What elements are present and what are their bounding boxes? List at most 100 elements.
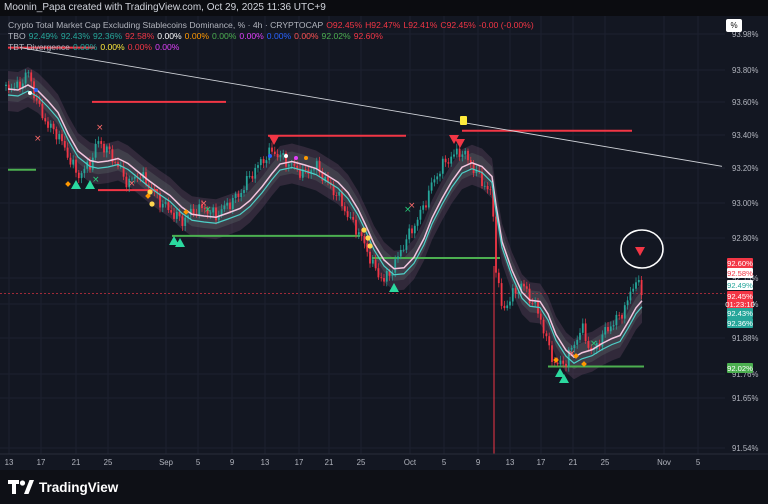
percent-scale-button[interactable]: % [726,19,742,32]
price-tick: 91.76% [732,370,759,379]
candle-body [562,360,565,364]
candle-body [111,149,114,163]
candle-body [352,216,355,220]
candle-body [47,121,49,128]
candle-body [178,211,181,217]
legend-value: 92.36% [92,31,123,41]
candle-body [220,209,223,216]
candle-body [615,314,618,326]
candle-body [542,319,545,334]
candle-body [187,215,189,218]
candle-body [355,219,357,235]
candle-body [33,81,35,99]
candle-body [444,158,447,163]
candle-body [66,147,69,158]
price-label: 92.49% [727,281,753,290]
legend-value: 0.00% [72,42,98,52]
legend-value: 92.49% [28,31,58,41]
candle-body [35,98,38,101]
cross-marker: × [96,123,104,133]
tradingview-brand: TradingView [8,478,118,496]
candle-body [212,207,215,213]
candle-body [492,190,495,217]
candle-body [170,210,173,213]
cross-marker: × [204,205,212,215]
candle-body [464,150,467,155]
candle-body [612,325,615,327]
price-label-box [727,363,753,373]
candle-body [472,164,475,174]
candle-body [63,141,66,148]
candle-body [416,219,419,226]
time-axis[interactable]: 13 17 21 25 Sep 5 9 13 17 21 25 Oct 5 9 13 17 21 25 Nov 5 [0,453,768,470]
signal-dot [294,156,298,160]
cross-marker: × [92,175,100,185]
candle-body [231,197,234,210]
candle-body [461,154,464,157]
price-label: 92.45% [727,292,753,301]
candle-body [119,166,122,168]
price-label: 92.43% [727,309,753,318]
price-label: 92.60% [727,259,753,268]
candle-body [497,272,500,284]
price-tick: 92.80% [732,234,759,243]
candle-body [621,314,623,319]
price-tick: 93.98% [732,30,759,39]
candle-body [593,349,595,350]
legend-value: TBO [8,31,26,41]
price-tick: 91.88% [732,334,759,343]
legend-value: 0.00% [127,42,153,52]
candle-body [268,147,271,161]
signal-dot [284,154,288,158]
candle-body [273,151,276,155]
candle-body [279,154,282,158]
candle-body [411,228,413,234]
price-chart[interactable]: ×××××××× ×× 93.98%93.80%93.60%93.40%93.20… [0,16,768,470]
candle-body [430,182,433,191]
candle-body [89,161,91,170]
candle-body [343,206,346,212]
candle-body [139,177,142,179]
cross-marker: × [34,134,42,144]
candle-body [301,169,304,178]
candle-body [402,249,405,251]
candle-body [467,150,469,161]
candle-body [97,141,100,144]
time-tick: Oct [404,458,417,467]
legend-value: 92.58% [125,31,155,41]
price-axis[interactable]: 93.98% 93.80% 93.60% 93.40% 93.20% 93.00% 92.8… [725,16,768,454]
candle-body [159,193,161,208]
candle-body [618,314,621,316]
candle-body [551,345,553,362]
candle-body [545,333,548,337]
candle-body [7,84,10,89]
candle-body [394,259,397,273]
cross-marker: × [568,349,576,359]
candle-body [525,286,528,289]
candle-body [226,202,229,206]
candle-body [380,277,383,279]
candle-body [61,134,63,142]
candle-body [469,160,472,165]
cross-marker: × [200,199,208,209]
cross-marker: × [408,201,416,211]
trendline[interactable] [19,47,723,167]
footer [0,470,768,504]
candle-body [243,190,245,193]
legend-value: C92.45% [440,20,476,30]
sell-signal-marker [269,136,279,145]
candle-body [349,216,352,218]
legend-value: 0.00% [212,31,237,41]
candle-body [240,192,243,198]
candle-body [254,167,257,179]
chart-background [0,16,768,470]
candle-body [366,243,369,252]
price-tick: 93.00% [732,199,759,208]
price-label-box [727,280,753,290]
candle-body [514,288,517,294]
time-tick: Sep [159,458,174,467]
legend-value: L92.41% [403,20,438,30]
candle-body [86,161,89,169]
signal-dot [34,88,38,92]
price-label: 92.58% [727,269,753,278]
